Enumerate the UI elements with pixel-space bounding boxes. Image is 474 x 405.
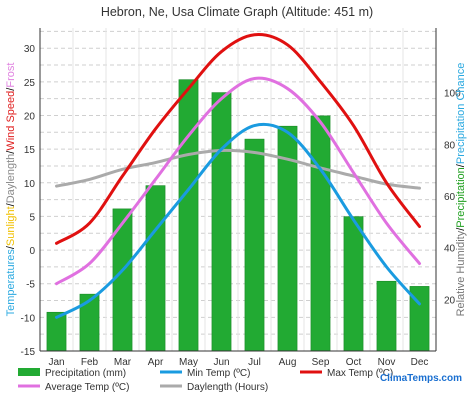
- precipitation-bar: [343, 216, 364, 352]
- axis-label-part: Wind Speed: [5, 91, 17, 151]
- left-tick-label: 0: [29, 246, 35, 257]
- axis-label-part: Frost: [5, 63, 17, 88]
- x-tick-label: Oct: [346, 357, 362, 368]
- right-axis-ticks: 100 80 60 40 20: [444, 89, 461, 307]
- axis-label-part: /: [5, 150, 17, 154]
- axis-label-part: Relative Humidity: [455, 230, 467, 316]
- left-tick-label: 5: [29, 212, 35, 223]
- series-line: [55, 122, 421, 319]
- x-tick-label: Dec: [411, 357, 429, 368]
- axis-label-part: Daylength: [5, 154, 17, 204]
- precipitation-bar: [211, 92, 232, 352]
- chart-title: Hebron, Ne, Usa Climate Graph (Altitude:…: [101, 5, 373, 19]
- legend-label: Max Temp (ºC): [327, 368, 393, 379]
- right-axis-label: Relative Humidity/Precipitation/Precipit…: [455, 63, 467, 317]
- precipitation-bar: [376, 280, 397, 352]
- axis-label-part: /: [5, 87, 17, 91]
- left-axis-label: Temperatures/Sunlight/Daylength/Wind Spe…: [5, 63, 17, 317]
- x-tick-label: Mar: [114, 357, 132, 368]
- x-tick-label: Jul: [248, 357, 261, 368]
- x-tick-label: Jun: [213, 357, 229, 368]
- legend-label: Average Temp (ºC): [45, 382, 129, 393]
- left-tick-label: 30: [24, 44, 36, 55]
- precipitation-bar: [178, 79, 199, 352]
- watermark: ClimaTemps.com: [380, 373, 462, 384]
- precipitation-bar: [244, 138, 265, 352]
- x-tick-label: Sep: [312, 357, 330, 368]
- left-tick-label: 15: [24, 145, 36, 156]
- left-tick-label: 10: [24, 179, 36, 190]
- right-tick-label: 100: [444, 89, 461, 100]
- axis-label-part: Precipitation Chance: [455, 63, 467, 165]
- axis-label-part: /: [455, 163, 467, 167]
- legend-swatch: [18, 368, 40, 376]
- right-tick-label: 40: [444, 244, 456, 255]
- axis-label-part: /: [5, 202, 17, 206]
- axes: [39, 28, 437, 352]
- x-axis-ticks: Jan Feb Mar Apr May Jun Jul Aug Sep Oct Nov Dec: [48, 357, 428, 368]
- left-axis-ticks: 30 25 20 15 10 5 0 -5 -10 -15: [21, 44, 36, 358]
- legend-label: Precipitation (mm): [45, 368, 126, 379]
- legend: Precipitation (mm) Min Temp (ºC) Max Temp …: [18, 368, 393, 393]
- legend-label: Min Temp (ºC): [187, 368, 250, 379]
- left-tick-label: 25: [24, 78, 36, 89]
- precipitation-bar: [310, 115, 331, 352]
- axis-label-part: /: [5, 245, 17, 249]
- right-tick-label: 80: [444, 140, 456, 151]
- left-tick-label: 20: [24, 111, 36, 122]
- axis-label-part: Temperatures: [5, 249, 17, 317]
- temperature-lines: [55, 33, 421, 319]
- right-tick-label: 20: [444, 295, 456, 306]
- left-tick-label: -10: [21, 313, 36, 324]
- series-line: [55, 76, 421, 286]
- right-tick-label: 60: [444, 192, 456, 203]
- legend-label: Daylength (Hours): [187, 382, 268, 393]
- x-tick-label: Apr: [148, 357, 164, 368]
- x-tick-label: Nov: [378, 357, 396, 368]
- x-tick-label: Feb: [81, 357, 99, 368]
- x-tick-label: May: [179, 357, 198, 368]
- axis-label-part: /: [455, 227, 467, 231]
- series-line: [55, 33, 421, 245]
- grid-lines: [39, 28, 437, 352]
- axis-label-part: Precipitation: [455, 167, 467, 228]
- x-tick-label: Jan: [48, 357, 64, 368]
- precipitation-bar: [79, 293, 100, 352]
- x-tick-label: Aug: [279, 357, 297, 368]
- axis-label-part: Sunlight: [5, 206, 17, 246]
- left-tick-label: -5: [26, 280, 35, 291]
- left-tick-label: -15: [21, 347, 36, 358]
- precipitation-bar: [145, 185, 166, 352]
- precipitation-bars: [46, 79, 430, 352]
